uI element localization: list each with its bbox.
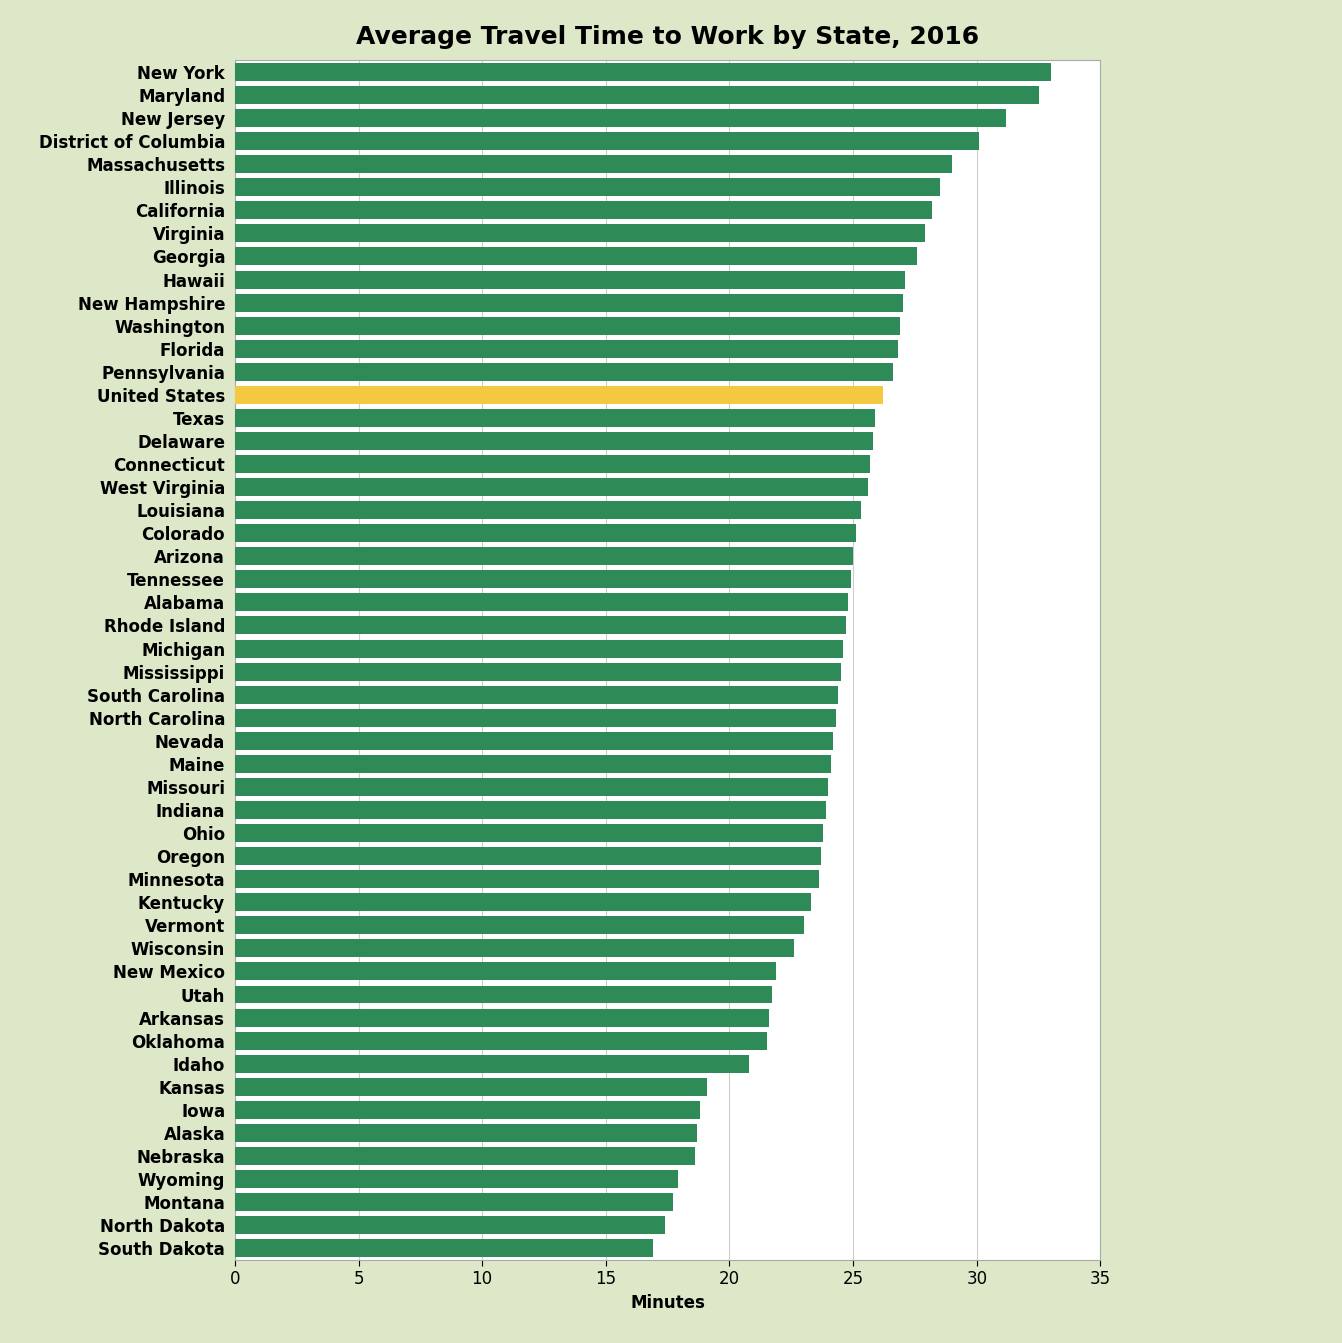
Bar bbox=[235, 179, 939, 196]
Title: Average Travel Time to Work by State, 2016: Average Travel Time to Work by State, 20… bbox=[356, 24, 980, 48]
Bar bbox=[235, 847, 821, 865]
Bar bbox=[235, 1240, 652, 1257]
Bar bbox=[235, 247, 918, 266]
Bar bbox=[235, 870, 819, 888]
Bar bbox=[235, 201, 933, 219]
Bar bbox=[235, 1124, 698, 1142]
Bar bbox=[235, 1101, 699, 1119]
Bar bbox=[235, 639, 843, 658]
Bar bbox=[235, 709, 836, 727]
Bar bbox=[235, 63, 1051, 81]
Bar bbox=[235, 294, 903, 312]
Bar bbox=[235, 132, 980, 150]
Bar bbox=[235, 340, 898, 357]
Bar bbox=[235, 1054, 749, 1073]
Bar bbox=[235, 1147, 695, 1164]
Bar bbox=[235, 939, 793, 958]
Bar bbox=[235, 800, 825, 819]
Bar bbox=[235, 1078, 707, 1096]
Bar bbox=[235, 825, 824, 842]
Bar bbox=[235, 963, 777, 980]
Bar bbox=[235, 1170, 678, 1189]
Bar bbox=[235, 524, 856, 543]
Bar bbox=[235, 571, 851, 588]
Bar bbox=[235, 408, 875, 427]
Bar bbox=[235, 86, 1039, 103]
Bar bbox=[235, 224, 925, 242]
Bar bbox=[235, 986, 772, 1003]
Bar bbox=[235, 616, 845, 634]
Bar bbox=[235, 732, 833, 749]
X-axis label: Minutes: Minutes bbox=[631, 1293, 705, 1312]
Bar bbox=[235, 317, 900, 334]
Bar bbox=[235, 1009, 769, 1026]
Bar bbox=[235, 893, 811, 912]
Bar bbox=[235, 1031, 766, 1050]
Bar bbox=[235, 755, 831, 772]
Bar bbox=[235, 363, 892, 381]
Bar bbox=[235, 478, 868, 496]
Bar bbox=[235, 686, 839, 704]
Bar bbox=[235, 916, 804, 935]
Bar bbox=[235, 1193, 672, 1211]
Bar bbox=[235, 1217, 666, 1234]
Bar bbox=[235, 662, 840, 681]
Bar bbox=[235, 109, 1006, 128]
Bar bbox=[235, 270, 905, 289]
Bar bbox=[235, 156, 951, 173]
Bar bbox=[235, 594, 848, 611]
Bar bbox=[235, 501, 860, 520]
Bar bbox=[235, 432, 872, 450]
Bar bbox=[235, 778, 828, 796]
Bar bbox=[235, 385, 883, 404]
Bar bbox=[235, 455, 871, 473]
Bar bbox=[235, 548, 854, 565]
